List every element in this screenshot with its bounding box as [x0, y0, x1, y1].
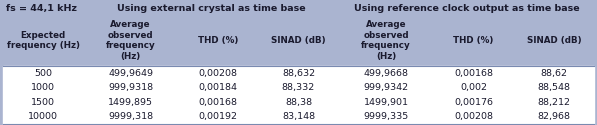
Text: 999,9318: 999,9318	[108, 83, 153, 92]
Text: 88,62: 88,62	[540, 69, 567, 78]
Text: 1000: 1000	[31, 83, 55, 92]
Text: 0,00168: 0,00168	[199, 98, 238, 107]
Text: 500: 500	[34, 69, 52, 78]
Bar	[3, 0, 594, 66]
Bar	[3, 95, 594, 109]
Text: SINAD (dB): SINAD (dB)	[271, 36, 326, 45]
Text: 88,548: 88,548	[537, 83, 570, 92]
Text: 0,00208: 0,00208	[199, 69, 238, 78]
Text: 88,212: 88,212	[537, 98, 570, 107]
Text: THD (%): THD (%)	[454, 36, 494, 45]
Text: SINAD (dB): SINAD (dB)	[527, 36, 581, 45]
Bar	[3, 66, 594, 81]
Text: 0,00184: 0,00184	[199, 83, 238, 92]
Text: 9999,318: 9999,318	[108, 112, 153, 121]
Text: Expected
frequency (Hz): Expected frequency (Hz)	[7, 31, 79, 50]
Text: Using external crystal as time base: Using external crystal as time base	[116, 4, 305, 13]
Text: 499,9649: 499,9649	[108, 69, 153, 78]
Text: 0,00176: 0,00176	[454, 98, 493, 107]
Text: 10000: 10000	[28, 112, 58, 121]
Text: 88,38: 88,38	[285, 98, 312, 107]
Text: 499,9668: 499,9668	[364, 69, 408, 78]
Text: 999,9342: 999,9342	[364, 83, 408, 92]
Text: 1499,895: 1499,895	[108, 98, 153, 107]
Text: 1500: 1500	[31, 98, 55, 107]
Text: Using reference clock output as time base: Using reference clock output as time bas…	[353, 4, 579, 13]
Text: 88,332: 88,332	[282, 83, 315, 92]
Text: 88,632: 88,632	[282, 69, 315, 78]
Text: 0,00208: 0,00208	[454, 112, 493, 121]
Text: 83,148: 83,148	[282, 112, 315, 121]
Text: 9999,335: 9999,335	[364, 112, 409, 121]
Text: 82,968: 82,968	[537, 112, 570, 121]
Bar	[3, 81, 594, 95]
Text: Average
observed
frequency
(Hz): Average observed frequency (Hz)	[106, 20, 156, 61]
Text: fs = 44,1 kHz: fs = 44,1 kHz	[6, 4, 77, 13]
Bar	[3, 109, 594, 124]
Text: THD (%): THD (%)	[198, 36, 238, 45]
Text: 0,00168: 0,00168	[454, 69, 493, 78]
Text: 1499,901: 1499,901	[364, 98, 408, 107]
Text: 0,00192: 0,00192	[199, 112, 238, 121]
Text: Average
observed
frequency
(Hz): Average observed frequency (Hz)	[361, 20, 411, 61]
Text: 0,002: 0,002	[460, 83, 487, 92]
